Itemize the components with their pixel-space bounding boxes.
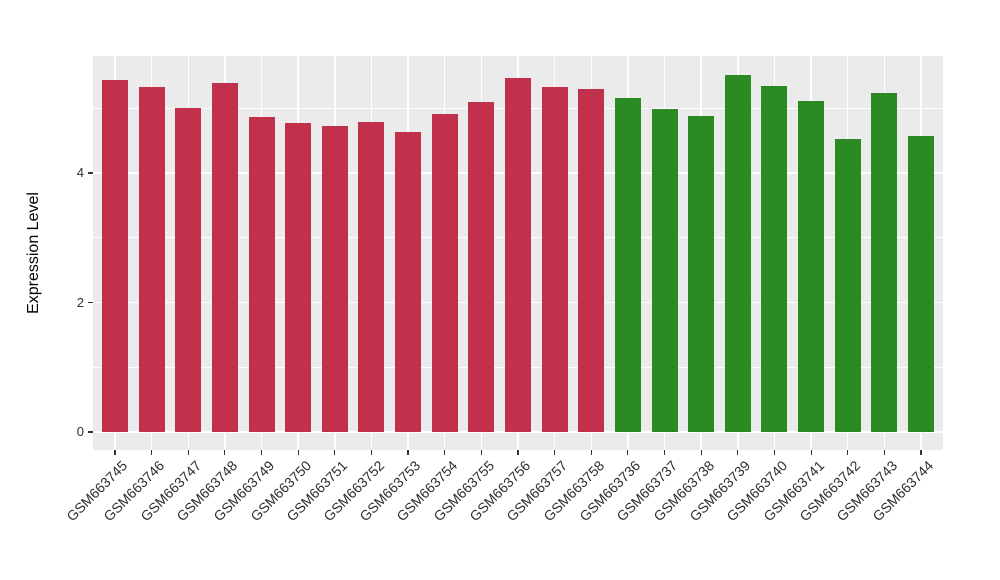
bar-GSM663739 <box>724 74 751 432</box>
x-tick-mark-GSM663741 <box>810 450 812 455</box>
x-tick-mark-GSM663758 <box>590 450 592 455</box>
x-tick-mark-GSM663756 <box>517 450 519 455</box>
y-tick-label-2: 2 <box>76 294 84 310</box>
x-tick-mark-GSM663749 <box>260 450 263 455</box>
x-tick-mark-GSM663744 <box>920 450 922 455</box>
bar-GSM663736 <box>614 97 641 432</box>
x-tick-mark-GSM663739 <box>737 450 739 455</box>
plot-panel <box>93 56 943 450</box>
bar-GSM663756 <box>504 77 531 432</box>
x-tick-mark-GSM663751 <box>334 450 336 455</box>
bar-GSM663747 <box>175 108 202 432</box>
x-tick-mark-GSM663738 <box>700 450 702 455</box>
bar-GSM663744 <box>908 136 934 432</box>
bar-GSM663749 <box>248 117 275 432</box>
y-tick-mark-2 <box>88 301 93 304</box>
bar-GSM663757 <box>541 86 568 432</box>
bar-GSM663753 <box>395 132 422 432</box>
bar-GSM663743 <box>871 92 898 432</box>
bar-GSM663752 <box>358 121 385 432</box>
bar-GSM663746 <box>138 86 165 432</box>
x-tick-mark-GSM663755 <box>480 450 482 455</box>
x-tick-mark-GSM663743 <box>883 450 885 455</box>
y-tick-mark-0 <box>88 431 93 433</box>
x-tick-mark-GSM663752 <box>370 450 373 455</box>
x-tick-mark-GSM663750 <box>297 450 299 455</box>
bar-GSM663751 <box>321 125 348 432</box>
bar-GSM663742 <box>834 138 861 432</box>
x-tick-mark-GSM663742 <box>847 450 849 455</box>
bar-GSM663741 <box>798 101 825 432</box>
bar-GSM663748 <box>211 83 238 432</box>
y-tick-label-0: 0 <box>76 424 84 439</box>
bar-GSM663755 <box>468 101 495 432</box>
y-tick-mark-4 <box>88 172 93 174</box>
bar-GSM663758 <box>578 89 605 432</box>
x-tick-mark-GSM663757 <box>554 450 556 455</box>
x-tick-mark-GSM663747 <box>187 450 189 455</box>
x-tick-mark-GSM663748 <box>224 450 226 455</box>
y-tick-label-4: 4 <box>76 165 84 180</box>
bar-GSM663745 <box>101 79 128 432</box>
x-tick-mark-GSM663745 <box>114 450 116 455</box>
bar-GSM663750 <box>285 122 312 432</box>
x-tick-mark-GSM663740 <box>773 450 776 455</box>
bar-GSM663754 <box>431 114 458 432</box>
bar-GSM663737 <box>651 108 678 432</box>
x-tick-mark-GSM663753 <box>407 450 409 455</box>
bar-GSM663740 <box>761 85 788 432</box>
x-tick-mark-GSM663754 <box>444 450 446 455</box>
bar-GSM663738 <box>688 116 715 432</box>
x-tick-mark-GSM663746 <box>151 450 153 455</box>
x-tick-mark-GSM663737 <box>663 450 666 455</box>
x-tick-mark-GSM663736 <box>627 450 629 455</box>
